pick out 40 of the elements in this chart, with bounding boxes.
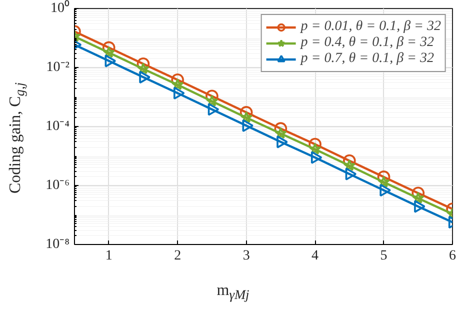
legend-label: p = 0.7, θ = 0.1, β = 32 — [300, 51, 434, 67]
point — [242, 119, 254, 132]
legend-label: p = 0.01, θ = 0.1, β = 32 — [300, 19, 441, 35]
x-tick-label: 6 — [449, 248, 456, 264]
x-axis-title: m$_{γMj}$ — [216, 280, 250, 304]
point — [206, 90, 218, 103]
point — [378, 176, 390, 188]
point — [171, 78, 184, 90]
point — [308, 142, 322, 155]
point — [345, 168, 357, 180]
point — [274, 122, 288, 135]
y-tick-label: 10⁰ — [50, 0, 70, 16]
point — [414, 200, 426, 213]
y-tick-label: 10⁻⁸ — [46, 237, 70, 252]
x-tick-label: 1 — [105, 248, 112, 264]
y-tick-label: 10⁻⁴ — [46, 119, 70, 134]
point — [380, 184, 392, 197]
point — [137, 62, 150, 74]
point — [310, 151, 322, 164]
point — [206, 94, 218, 107]
x-tick-label: 5 — [380, 248, 388, 264]
legend-label: p = 0.4, θ = 0.1, β = 32 — [300, 35, 434, 51]
x-tick-label: 3 — [242, 248, 250, 264]
point — [240, 111, 252, 123]
x-tick-label: 4 — [312, 248, 319, 264]
point — [136, 57, 150, 70]
point — [274, 127, 287, 139]
point — [412, 186, 425, 200]
point — [208, 102, 220, 116]
point — [343, 159, 356, 172]
x-tick-label: 2 — [174, 248, 182, 264]
point — [412, 192, 424, 204]
point — [102, 46, 115, 58]
y-tick-label: 10⁻² — [46, 60, 70, 75]
point — [276, 136, 288, 148]
point — [104, 54, 116, 68]
point — [343, 154, 356, 168]
point — [139, 70, 150, 84]
y-tick-label: 10⁻⁶ — [46, 178, 70, 193]
point — [174, 86, 185, 100]
